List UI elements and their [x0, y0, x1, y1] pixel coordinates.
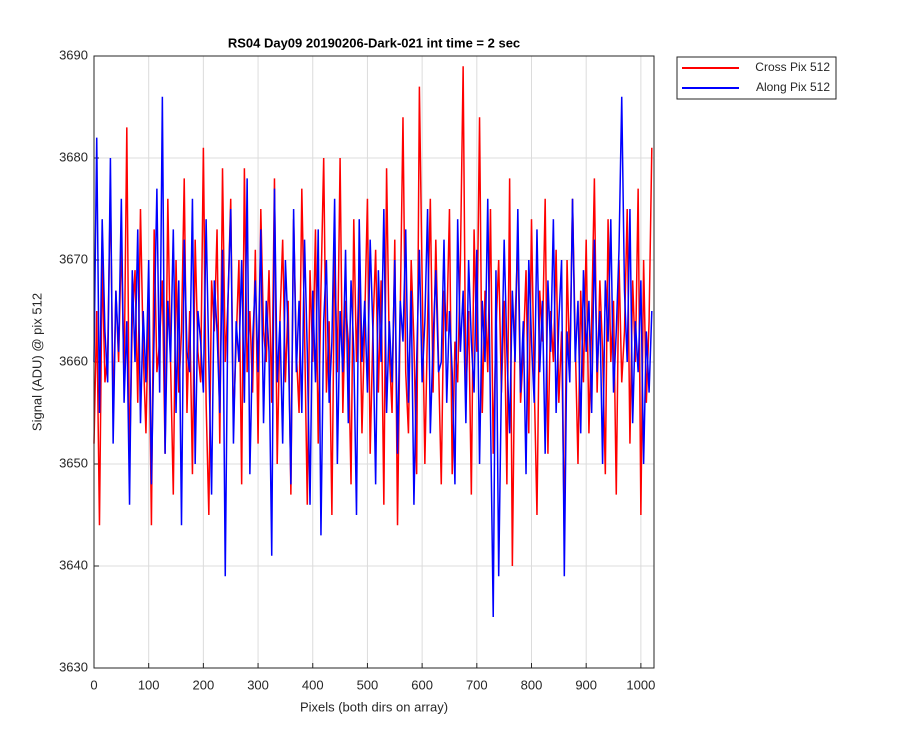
x-tick-label: 900: [575, 677, 597, 692]
legend-box: [676, 56, 837, 100]
chart-title: RS04 Day09 20190206-Dark-021 int time = …: [228, 35, 520, 50]
y-tick-label: 3640: [59, 557, 88, 572]
legend-label: Cross Pix 512: [755, 60, 830, 74]
axes-box: [93, 55, 655, 669]
x-tick-label: 700: [466, 677, 488, 692]
x-tick-label: 100: [138, 677, 160, 692]
y-tick-label: 3690: [59, 47, 88, 62]
y-tick-label: 3670: [59, 251, 88, 266]
y-tick-label: 3650: [59, 455, 88, 470]
data-line: [93, 96, 653, 618]
x-tick-label: 1000: [626, 677, 655, 692]
y-tick-label: 3630: [59, 659, 88, 674]
x-tick-label: 300: [247, 677, 269, 692]
x-tick-label: 600: [411, 677, 433, 692]
x-tick-label: 800: [521, 677, 543, 692]
x-tick-label: 500: [357, 677, 379, 692]
x-tick-label: 200: [193, 677, 215, 692]
y-axis-label: Signal (ADU) @ pix 512: [29, 293, 44, 431]
y-tick-label: 3660: [59, 353, 88, 368]
x-tick-label: 0: [90, 677, 97, 692]
y-tick-label: 3680: [59, 149, 88, 164]
x-tick-label: 400: [302, 677, 324, 692]
x-axis-label: Pixels (both dirs on array): [300, 699, 448, 714]
legend-label: Along Pix 512: [756, 80, 830, 94]
